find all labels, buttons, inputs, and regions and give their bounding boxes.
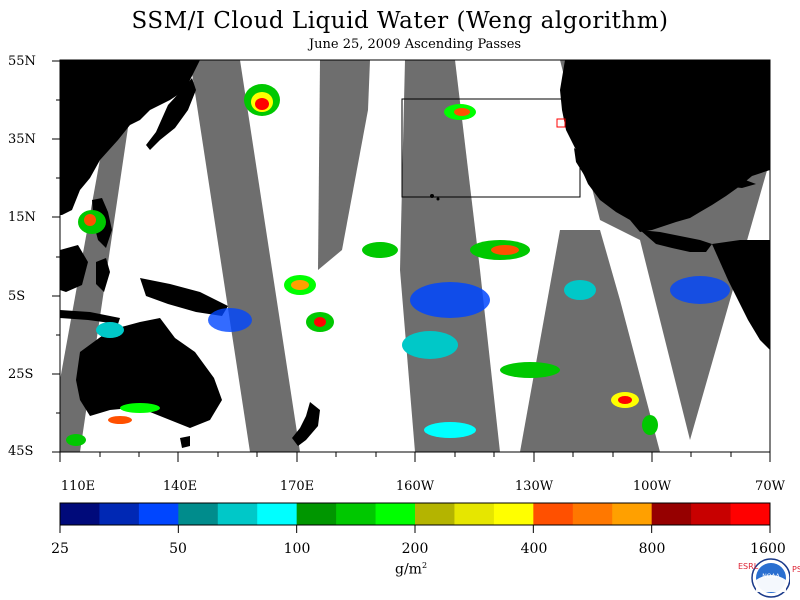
swath-gap-1 <box>60 60 138 452</box>
lat-label-15n: 15N <box>8 210 36 225</box>
lon-label-110e: 110E <box>60 479 96 494</box>
java-land <box>60 310 120 324</box>
cloud-patch <box>670 276 730 304</box>
colorbar-label-25: 25 <box>51 541 69 557</box>
colorbar-swatch <box>138 503 179 525</box>
cloud-patch <box>491 245 519 255</box>
hawaii-land-2 <box>436 197 440 201</box>
esrl-letters: ESRL <box>738 562 759 571</box>
colorbar-swatch <box>730 503 771 525</box>
cloud-patch <box>618 396 632 404</box>
cloud-patch <box>402 331 458 359</box>
cloud-patch <box>208 308 252 332</box>
cloud-patch <box>120 403 160 413</box>
colorbar-label-100: 100 <box>283 541 311 557</box>
asia-land <box>60 60 200 215</box>
colorbar-label-400: 400 <box>520 541 548 557</box>
colorbar-swatch <box>99 503 140 525</box>
colorbar-swatch <box>533 503 574 525</box>
cloud-patch <box>291 280 309 290</box>
lon-ticks <box>59 452 771 462</box>
cloud-patch <box>500 362 560 378</box>
colorbar-swatch <box>454 503 495 525</box>
colorbar-label-1600: 1600 <box>750 541 786 557</box>
lat-label-45s: 45S <box>8 444 34 459</box>
new-guinea-land <box>140 278 228 316</box>
colorbar-swatch <box>612 503 653 525</box>
noaa-logo-text: NOAA <box>762 573 780 580</box>
colorbar-label-50: 50 <box>169 541 187 557</box>
colorbar-label-800: 800 <box>638 541 666 557</box>
colorbar-swatch <box>493 503 534 525</box>
lat-label-5s: 5S <box>8 289 26 304</box>
colorbar-swatch <box>257 503 298 525</box>
colorbar-swatch <box>572 503 613 525</box>
location-marker <box>556 118 566 128</box>
central-america-land <box>640 230 712 252</box>
lon-label-140e: 140E <box>162 479 198 494</box>
land-masses <box>60 60 770 448</box>
cloud-patches <box>66 84 730 446</box>
map-title: SSM/I Cloud Liquid Water (Weng algorithm… <box>131 8 669 34</box>
tasmania-land <box>180 436 190 448</box>
lat-label-25s: 25S <box>8 367 34 382</box>
cloud-patch <box>96 322 124 338</box>
map-subtitle: June 25, 2009 Ascending Passes <box>308 37 522 52</box>
lon-label-130w: 130W <box>514 479 554 494</box>
colorbar-label-200: 200 <box>401 541 429 557</box>
cloud-patch <box>255 98 269 110</box>
cloud-patch <box>564 280 596 300</box>
cloud-patch <box>410 282 490 318</box>
colorbar-swatch <box>691 503 732 525</box>
lat-label-55n: 55N <box>8 54 36 69</box>
cloud-patch <box>454 108 470 116</box>
borneo-land <box>60 245 88 292</box>
noaa-logo: NOAA <box>751 558 790 598</box>
colorbar-swatch <box>375 503 416 525</box>
lon-label-170e: 170E <box>279 479 315 494</box>
lat-label-35n: 35N <box>8 132 36 147</box>
colorbar-swatch <box>217 503 258 525</box>
australia-land <box>76 318 222 428</box>
swath-gap-3 <box>318 60 370 270</box>
colorbar-swatch <box>415 503 455 525</box>
region-box <box>401 98 581 198</box>
lon-label-70w: 70W <box>755 479 785 494</box>
lon-label-100w: 100W <box>632 479 672 494</box>
south-america-land <box>712 240 770 350</box>
japan-land <box>146 78 196 150</box>
cloud-patch <box>66 434 86 446</box>
cloud-patch <box>84 214 96 226</box>
north-america-land <box>560 60 770 232</box>
cloud-patch <box>314 317 326 327</box>
cloud-patch <box>362 242 398 258</box>
lat-ticks <box>52 60 60 453</box>
lon-label-160w: 160W <box>395 479 435 494</box>
new-zealand-land <box>292 402 320 446</box>
colorbar-swatch <box>178 503 219 525</box>
cuba-land <box>716 178 756 188</box>
colorbar-units: g/m2 <box>395 561 428 578</box>
colorbar <box>59 502 771 533</box>
colorbar-swatch <box>336 503 377 525</box>
sulawesi-land <box>96 258 110 292</box>
cloud-patch <box>424 422 476 438</box>
colorbar-swatch <box>296 503 337 525</box>
cloud-patch <box>108 416 132 424</box>
colorbar-swatch <box>651 503 692 525</box>
cloud-patch <box>642 415 658 435</box>
colorbar-swatch <box>60 503 100 525</box>
swath-gap-2 <box>190 60 300 452</box>
psd-letters: PSD <box>792 565 800 574</box>
